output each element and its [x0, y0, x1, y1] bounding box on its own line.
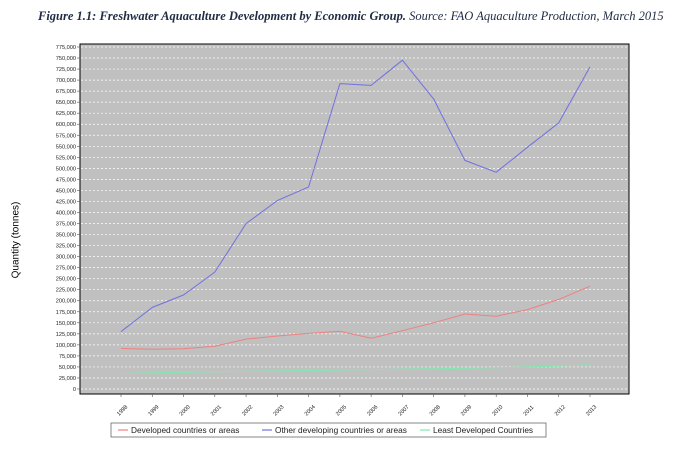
- x-tick-label: 2013: [585, 404, 598, 417]
- y-tick-label: 75,000: [59, 354, 76, 360]
- x-tick-label: 2003: [273, 404, 286, 417]
- x-tick-label: 2001: [210, 404, 223, 417]
- x-tick-label: 2010: [491, 404, 504, 417]
- y-axis: 0 25,000 50,000 75,000 100,000 125,000 150,000…: [56, 45, 80, 393]
- series-line: [120, 364, 591, 375]
- y-tick-label: 650,000: [56, 100, 76, 106]
- gridlines: [81, 46, 628, 390]
- y-tick-label: 50,000: [59, 365, 76, 371]
- legend-box: [110, 422, 547, 438]
- y-tick-label: 325,000: [56, 244, 76, 250]
- x-tick-label: 2000: [179, 404, 192, 417]
- x-tick-label: 2008: [429, 404, 442, 417]
- figure-caption: Figure 1.1: Freshwater Aquaculture Devel…: [38, 9, 664, 24]
- y-tick-label: 375,000: [56, 222, 76, 228]
- x-tick-label: 2004: [304, 404, 317, 417]
- y-tick-label: 225,000: [56, 288, 76, 294]
- legend-label: Least Developed Countries: [433, 425, 533, 435]
- y-tick-label: 150,000: [56, 321, 76, 327]
- legend: Developed countries or areas Other develo…: [110, 422, 547, 438]
- y-tick-label: 25,000: [59, 376, 76, 382]
- y-tick-label: 575,000: [56, 133, 76, 139]
- x-axis: 1998 1999 2000 2001 2002 2003 2004 2005 2006 2007…: [116, 394, 598, 417]
- legend-label: Other developing countries or areas: [275, 425, 407, 435]
- x-tick-label: 2011: [523, 405, 536, 418]
- plot-background: [79, 43, 630, 395]
- y-tick-label: 550,000: [56, 144, 76, 150]
- y-tick-label: 125,000: [56, 332, 76, 338]
- x-tick-label: 2009: [460, 404, 473, 417]
- y-tick-label: 600,000: [56, 122, 76, 128]
- series-line: [120, 59, 591, 332]
- x-tick-label: 2012: [554, 404, 567, 417]
- y-tick-label: 750,000: [56, 56, 76, 62]
- y-tick-label: 775,000: [56, 45, 76, 51]
- y-tick-label: 625,000: [56, 111, 76, 117]
- x-tick-label: 1998: [116, 404, 129, 417]
- y-tick-label: 700,000: [56, 78, 76, 84]
- y-tick-label: 675,000: [56, 89, 76, 95]
- x-tick-label: 2006: [366, 404, 379, 417]
- x-tick-label: 2007: [398, 404, 411, 417]
- y-tick-label: 725,000: [56, 67, 76, 73]
- x-tick-label: 2002: [241, 404, 254, 417]
- y-tick-label: 175,000: [56, 310, 76, 316]
- y-tick-label: 0: [73, 387, 76, 393]
- y-tick-label: 200,000: [56, 299, 76, 305]
- series-line: [120, 285, 591, 350]
- y-tick-label: 250,000: [56, 277, 76, 283]
- x-tick-label: 1999: [147, 404, 160, 417]
- caption-title: Figure 1.1: Freshwater Aquaculture Devel…: [38, 9, 406, 23]
- legend-label: Developed countries or areas: [131, 425, 239, 435]
- y-tick-label: 450,000: [56, 188, 76, 194]
- series-lines: [120, 59, 591, 375]
- x-tick-label: 2005: [335, 404, 348, 417]
- y-tick-label: 100,000: [56, 343, 76, 349]
- y-tick-label: 525,000: [56, 155, 76, 161]
- y-tick-label: 400,000: [56, 210, 76, 216]
- caption-source: Source: FAO Aquaculture Production, Marc…: [405, 9, 664, 23]
- y-tick-label: 275,000: [56, 266, 76, 272]
- y-tick-label: 475,000: [56, 177, 76, 183]
- y-tick-label: 350,000: [56, 233, 76, 239]
- y-tick-label: 300,000: [56, 255, 76, 261]
- y-tick-label: 500,000: [56, 166, 76, 172]
- y-tick-label: 425,000: [56, 199, 76, 205]
